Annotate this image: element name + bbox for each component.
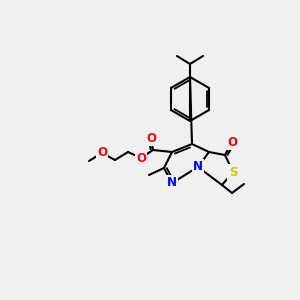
Text: O: O xyxy=(136,152,146,164)
Text: O: O xyxy=(227,136,237,148)
Text: O: O xyxy=(97,146,107,160)
Text: O: O xyxy=(146,131,156,145)
Text: S: S xyxy=(229,166,237,178)
Text: N: N xyxy=(193,160,203,173)
Text: N: N xyxy=(167,176,177,190)
